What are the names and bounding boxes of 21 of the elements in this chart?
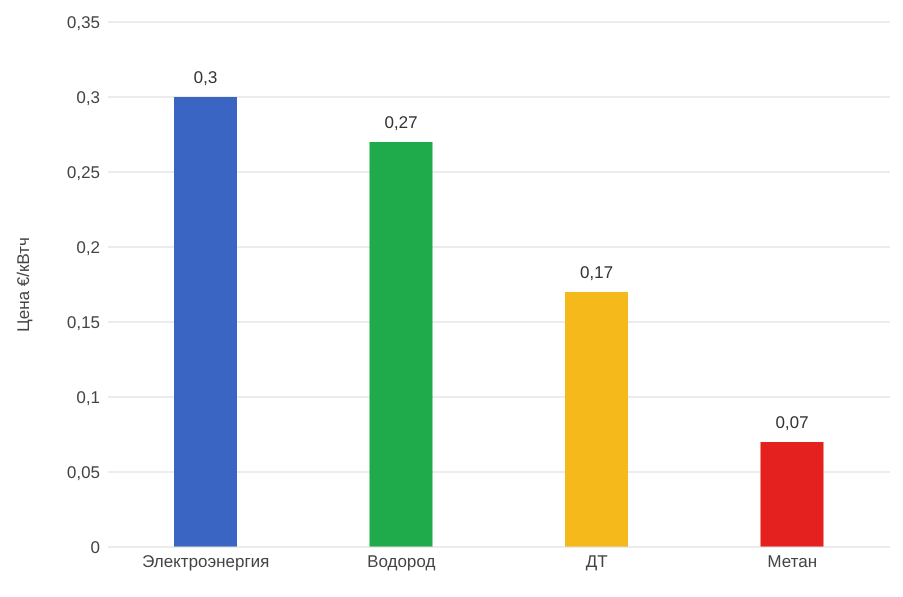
y-tick-label: 0 [90, 538, 100, 558]
x-tick-label: Метан [767, 552, 818, 572]
y-axis-title: Цена €/кВтч [14, 237, 34, 332]
x-tick-label: ДТ [586, 552, 608, 572]
y-tick-label: 0,35 [66, 13, 100, 32]
y-tick-label: 0,3 [76, 88, 100, 108]
bar [174, 97, 237, 547]
y-tick-label: 0,25 [66, 163, 100, 182]
x-tick-label: Электроэнергия [142, 552, 270, 572]
y-tick-label: 0,05 [66, 463, 100, 482]
data-label: 0,07 [775, 413, 809, 432]
data-label: 0,27 [384, 113, 418, 132]
bar [760, 442, 824, 547]
data-label: 0,3 [194, 68, 218, 87]
bar [565, 292, 628, 547]
x-tick-label: Водород [367, 552, 436, 572]
data-label: 0,17 [580, 263, 614, 282]
y-tick-label: 0,2 [76, 238, 100, 258]
y-tick-label: 0,15 [66, 313, 100, 332]
y-tick-label: 0,1 [76, 388, 100, 408]
bar [370, 142, 432, 547]
